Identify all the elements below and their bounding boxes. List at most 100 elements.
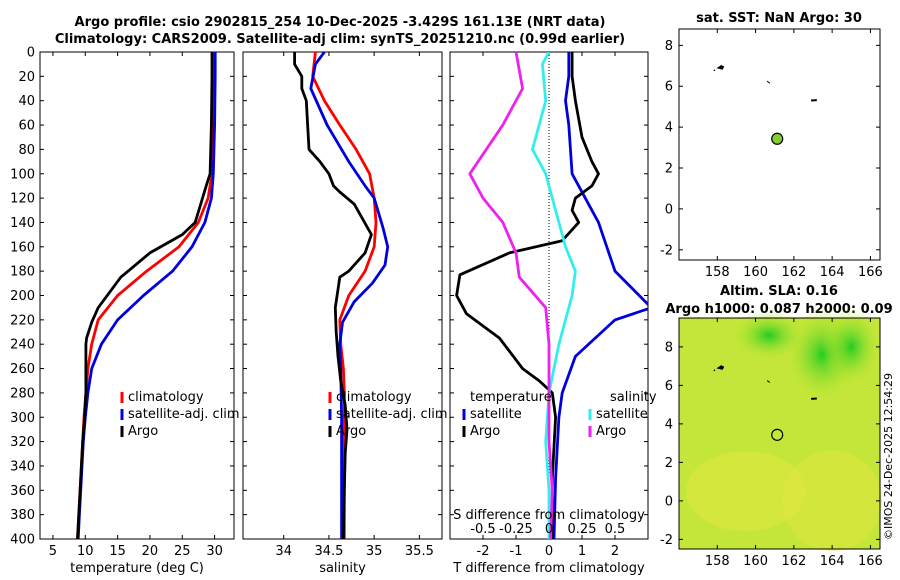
title-line-1: Argo profile: csio 2902815_254 10-Dec-20… [74,15,606,30]
sst_map-xtick-label: 160 [743,265,768,280]
sla_map-island [713,369,716,372]
difference-series-s-argo [468,52,554,539]
sla_map-argo-marker [771,428,784,441]
diff-top-xlabel: S difference from climatology [453,508,645,523]
sla-map-title-1: Altim. SLA: 0.16 [720,284,838,299]
temperature-xtick-label: 10 [77,544,94,559]
salinity-series-argo [293,52,373,539]
sst_map-xtick-label: 166 [858,265,883,280]
difference-xtick-label: -1 [510,544,523,559]
sst_map-argo-marker [771,132,784,145]
ytick-label: 100 [10,167,35,182]
ytick-label: 40 [18,94,35,109]
salinity-legend-label: satellite-adj. clim [336,407,448,422]
sst_map-xtick-label: 164 [820,265,845,280]
sla-low-patch [782,450,883,551]
ytick-label: 340 [10,459,35,474]
sst-map-title: sat. SST: NaN Argo: 30 [696,11,862,26]
diff-legend-label: Argo [596,424,626,439]
difference-series-s-satellite [531,52,577,539]
temperature-legend-label: Argo [128,424,158,439]
sla_map-xtick-label: 166 [858,554,883,569]
temperature-xtick-label: 15 [109,544,126,559]
sla_map-ytick-label: 6 [665,379,673,394]
diff-top-xtick-label: 0.25 [568,522,597,537]
difference-xlabel: T difference from climatology [452,561,645,576]
sst_map-ytick-label: 6 [665,80,673,95]
legend-salinity-title: salinity [610,390,657,405]
temperature-axes-box [39,51,235,540]
ytick-label: 0 [27,46,35,61]
sst_map-island [766,80,771,84]
ytick-label: 260 [10,362,35,377]
ytick-label: 220 [10,313,35,328]
ytick-label: 280 [10,386,35,401]
difference-series-t-argo [455,52,600,539]
sla_map-island [766,380,771,383]
temperature-xtick-label: 30 [206,544,223,559]
sst-field [679,29,880,260]
legend-temperature-title: temperature [470,390,552,405]
salinity-xtick-label: 34 [275,544,292,559]
temperature-xlabel: temperature (deg C) [70,561,204,576]
difference-xtick-label: -2 [477,544,490,559]
temperature-xtick-label: 20 [142,544,159,559]
sst_map-ytick-label: 0 [665,202,673,217]
ytick-label: 120 [10,192,35,207]
sla_map-island [716,365,725,370]
ytick-label: 200 [10,289,35,304]
sla_map-xtick-label: 162 [781,554,806,569]
sst_map-ytick-label: 2 [665,162,673,177]
diff-top-xtick-label: -0.5 [470,522,495,537]
title-line-2: Climatology: CARS2009. Satellite-adj cli… [54,32,626,47]
diff-legend-label: satellite [596,407,648,422]
diff-legend-label: Argo [470,424,500,439]
salinity-xtick-label: 34.5 [314,544,343,559]
salinity-xtick-label: 35.5 [405,544,434,559]
sla_map-ytick-label: -2 [660,533,673,548]
difference-xtick-label: 0 [545,544,553,559]
sst_map-island [716,64,725,70]
difference-series-t-satellite [552,52,648,539]
diff-top-xtick-label: -0.25 [499,522,533,537]
salinity-legend-label: Argo [336,424,366,439]
ytick-label: 300 [10,411,35,426]
sst_map-ytick-label: 4 [665,121,673,136]
sla-low-patch [686,451,806,532]
sla_map-xtick-label: 160 [743,554,768,569]
ytick-label: 180 [10,265,35,280]
diff-legend-label: satellite [470,407,522,422]
sla_map-axes-box [678,317,881,550]
sst_map-ytick-label: 8 [665,39,673,54]
sla_map-xtick-label: 164 [820,554,845,569]
ytick-label: 20 [18,70,35,85]
ytick-label: 140 [10,216,35,231]
temperature-xtick-label: 5 [49,544,57,559]
sst_map-xtick-label: 162 [781,265,806,280]
temperature-legend-label: climatology [128,390,204,405]
ytick-label: 400 [10,533,35,548]
ytick-label: 240 [10,338,35,353]
sla_map-ytick-label: 0 [665,494,673,509]
ytick-label: 380 [10,508,35,523]
sst_map-axes-box [678,28,881,261]
figure-title: Argo profile: csio 2902815_254 10-Dec-20… [40,14,640,48]
sla-high-patch [730,309,807,362]
temperature-legend-label: satellite-adj. clim [128,407,240,422]
difference-xtick-label: 2 [611,544,619,559]
sst_map-ytick-label: -2 [660,243,673,258]
sst_map-island [713,69,716,72]
ytick-label: 320 [10,435,35,450]
ytick-label: 80 [18,143,35,158]
temperature-series-argo [76,52,214,539]
ytick-label: 160 [10,240,35,255]
ytick-label: 360 [10,484,35,499]
sla-high-patch [821,306,882,387]
sst_map-xtick-label: 158 [705,265,730,280]
temperature-xtick-label: 25 [174,544,191,559]
diff-top-xtick-label: 0 [545,522,553,537]
salinity-xlabel: salinity [319,561,366,576]
diff-top-xtick-label: 0.5 [605,522,626,537]
sla_map-ytick-label: 2 [665,456,673,471]
